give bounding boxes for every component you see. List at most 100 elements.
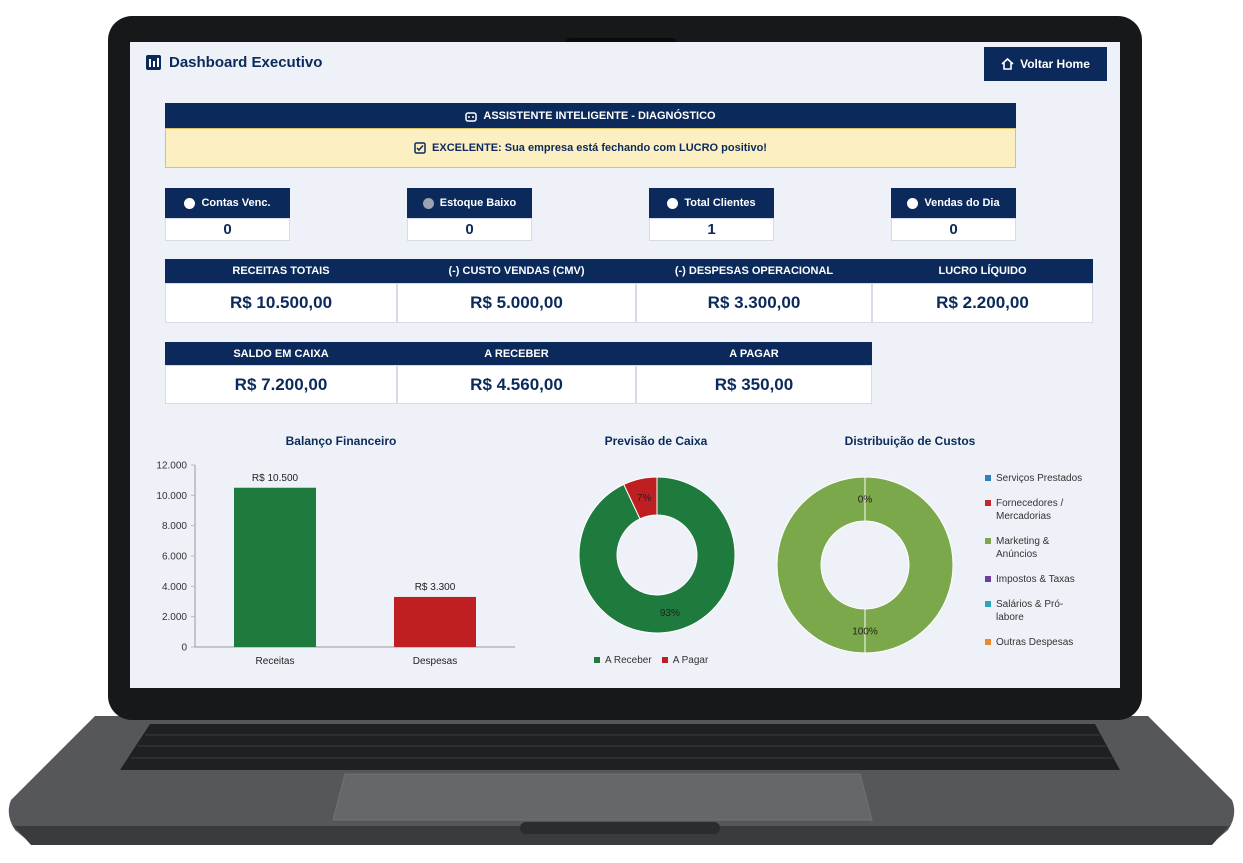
chart-title: Previsão de Caixa — [605, 434, 708, 448]
bar-value-label: R$ 10.500 — [252, 473, 299, 484]
status-icon — [422, 197, 434, 209]
legend-swatch — [985, 601, 991, 607]
card-label: A RECEBER — [484, 347, 549, 360]
legend-swatch — [985, 639, 991, 645]
legend-swatch — [985, 500, 991, 506]
legend: A Receber A Pagar — [594, 654, 708, 667]
diagnostic-title: ASSISTENTE INTELIGENTE - DIAGNÓSTICO — [483, 109, 716, 122]
legend-item: Impostos & Taxas — [985, 573, 1090, 586]
status-icon — [184, 197, 196, 209]
charts-group: Balanço Financeiro 0 2.000 4.000 6.000 8.000 1… — [156, 434, 975, 667]
y-tick-label: 12.000 — [156, 461, 187, 472]
card-header: (-) DESPESAS OPERACIONAL — [636, 259, 872, 283]
donut-value-label: 0% — [858, 495, 873, 506]
donut-segment — [623, 476, 658, 520]
legend-label: Marketing & Anúncios — [996, 536, 1050, 560]
notch — [520, 822, 720, 834]
status-icon — [907, 197, 919, 209]
status-value: 0 — [165, 218, 290, 241]
donut-segment — [578, 476, 736, 634]
donut-segment — [776, 476, 954, 654]
keyboard — [120, 724, 1120, 770]
status-value: 1 — [649, 218, 774, 241]
status-card-header: Contas Venc. — [165, 188, 290, 218]
legend-label: Outras Despesas — [996, 637, 1074, 648]
trackpad — [332, 773, 873, 821]
status-card-header: Estoque Baixo — [407, 188, 532, 218]
legend-swatch — [594, 657, 600, 663]
x-tick-label: Receitas — [256, 656, 295, 667]
legend-swatch — [985, 475, 991, 481]
card-label: SALDO EM CAIXA — [233, 347, 329, 360]
diagnostic-message: EXCELENTE: Sua empresa está fechando com… — [432, 142, 767, 154]
home-button[interactable]: Voltar Home — [984, 47, 1107, 81]
legend-swatch — [661, 657, 668, 663]
screen: Dashboard Executivo Voltar Home ASSISTEN… — [130, 42, 1120, 688]
diagnostic-message-box: EXCELENTE: Sua empresa está fechando com… — [165, 128, 1016, 168]
y-tick-label: 2.000 — [162, 612, 187, 623]
card-header: (-) CUSTO VENDAS (CMV) — [397, 259, 636, 283]
legend-item: A Receber — [594, 654, 652, 667]
card-value: R$ 350,00 — [636, 365, 872, 404]
card-label: (-) CUSTO VENDAS (CMV) — [448, 265, 585, 277]
y-tick-label: 10.000 — [156, 491, 187, 502]
card-header: RECEITAS TOTAIS — [165, 259, 397, 283]
card-label: A PAGAR — [729, 347, 779, 360]
app-title: Dashboard Executivo — [169, 54, 323, 71]
legend-item: Salários & Pró-labore — [985, 598, 1090, 624]
card-header: A RECEBER — [397, 342, 636, 365]
y-tick-label: 4.000 — [162, 582, 187, 593]
card-value: R$ 7.200,00 — [165, 365, 397, 404]
bar — [394, 596, 476, 647]
legend-swatch — [985, 576, 991, 582]
logo — [146, 55, 161, 70]
legend-item: Serviços Prestados — [985, 472, 1090, 485]
app-header: Dashboard Executivo — [145, 54, 322, 71]
legend-item: A Pagar — [661, 654, 709, 667]
robot-icon — [465, 111, 478, 122]
card-value: R$ 3.300,00 — [636, 283, 872, 323]
home-icon — [1001, 58, 1014, 70]
donut-value-label: 7% — [637, 493, 652, 504]
charts: Balanço Financeiro 0 2.000 4.000 6.000 8.000 1… — [156, 434, 975, 667]
donut-value-label: 93% — [660, 608, 680, 619]
chart-title: Distribuição de Custos — [845, 434, 976, 448]
card-value: R$ 5.000,00 — [397, 283, 636, 323]
status-label: Contas Venc. — [201, 197, 271, 209]
bar — [234, 487, 316, 647]
status-label: Total Clientes — [684, 197, 756, 209]
chart-title: Balanço Financeiro — [286, 434, 397, 448]
legend-item: Outras Despesas — [985, 636, 1090, 649]
legend-label: Impostos & Taxas — [996, 574, 1075, 585]
status-card-header: Total Clientes — [649, 188, 774, 218]
card-value: R$ 2.200,00 — [872, 283, 1093, 323]
y-tick-label: 0 — [181, 643, 187, 654]
legend: Serviços Prestados Fornecedores / Mercado… — [985, 472, 1090, 649]
status-label: Vendas do Dia — [924, 197, 1000, 209]
status-card-header: Vendas do Dia — [891, 188, 1016, 218]
card-label: RECEITAS TOTAIS — [232, 265, 330, 277]
legend-label: Fornecedores / Mercadorias — [996, 498, 1064, 522]
y-tick-label: 8.000 — [162, 521, 187, 532]
status-value: 0 — [891, 218, 1016, 241]
card-label: LUCRO LÍQUIDO — [938, 265, 1027, 277]
card-header: LUCRO LÍQUIDO — [872, 259, 1093, 283]
card-value: R$ 10.500,00 — [165, 283, 397, 323]
key-rows — [131, 734, 1113, 759]
legend-label: A Receber — [605, 655, 652, 666]
card-value: R$ 4.560,00 — [397, 365, 636, 404]
y-tick-label: 6.000 — [162, 552, 187, 563]
check-icon — [414, 142, 426, 154]
x-tick-label: Despesas — [413, 656, 457, 667]
legend-item: Fornecedores / Mercadorias — [985, 497, 1090, 523]
card-header: A PAGAR — [636, 342, 872, 365]
legend-label: Serviços Prestados — [996, 473, 1083, 484]
legend-item: Marketing & Anúncios — [985, 535, 1090, 561]
status-icon — [667, 197, 679, 209]
status-label: Estoque Baixo — [439, 197, 517, 209]
card-label: (-) DESPESAS OPERACIONAL — [674, 265, 834, 277]
status-value: 0 — [407, 218, 532, 241]
card-header: SALDO EM CAIXA — [165, 342, 397, 365]
legend-label: A Pagar — [672, 655, 709, 666]
legend-label: Salários & Pró-labore — [996, 599, 1064, 623]
